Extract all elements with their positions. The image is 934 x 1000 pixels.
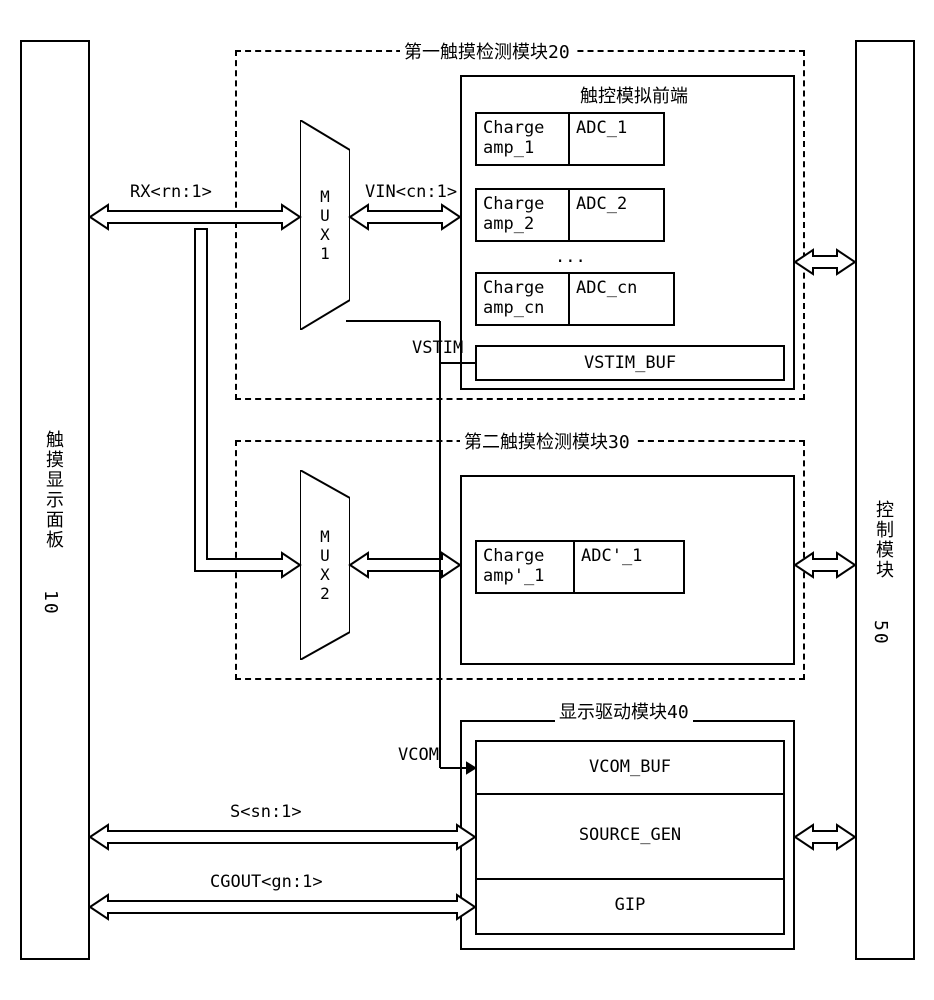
amp-cn: Charge amp_cn bbox=[475, 272, 570, 326]
source-gen-box: SOURCE_GEN bbox=[475, 795, 785, 880]
adc-prime-1: ADC'_1 bbox=[575, 540, 685, 594]
s-label: S<sn:1> bbox=[230, 802, 302, 822]
mux1: MUX1 bbox=[300, 120, 350, 330]
arrow-m2-ctrl bbox=[795, 553, 855, 577]
arrow-s bbox=[90, 825, 475, 849]
gip-box: GIP bbox=[475, 880, 785, 935]
panel-num: 10 bbox=[40, 590, 61, 616]
module1-title: 第一触摸检测模块20 bbox=[400, 38, 574, 64]
vin-label: VIN<cn:1> bbox=[365, 182, 457, 202]
amp-prime-1: Charge amp'_1 bbox=[475, 540, 575, 594]
arrow-vin bbox=[350, 205, 460, 229]
arrow-mux2-inner bbox=[350, 553, 460, 577]
module3-title: 显示驱动模块40 bbox=[555, 698, 693, 724]
amp-2: Charge amp_2 bbox=[475, 188, 570, 242]
module2-row: Charge amp'_1 ADC'_1 bbox=[475, 540, 685, 594]
panel-title: 触摸显示面板 bbox=[40, 430, 66, 550]
module2-title: 第二触摸检测模块30 bbox=[460, 428, 634, 454]
adc-2: ADC_2 bbox=[570, 188, 665, 242]
afe-row-1: Charge amp_1 ADC_1 bbox=[475, 112, 665, 166]
vcom-label: VCOM bbox=[398, 745, 439, 765]
arrow-afe-ctrl bbox=[795, 250, 855, 274]
mux1-label: MUX1 bbox=[316, 187, 335, 263]
control-num: 50 bbox=[870, 620, 891, 646]
adc-1: ADC_1 bbox=[570, 112, 665, 166]
arrow-cgout bbox=[90, 895, 475, 919]
amp-1: Charge amp_1 bbox=[475, 112, 570, 166]
adc-cn: ADC_cn bbox=[570, 272, 675, 326]
arrow-rx bbox=[90, 205, 300, 229]
afe-title: 触控模拟前端 bbox=[580, 82, 688, 108]
cgout-label: CGOUT<gn:1> bbox=[210, 872, 323, 892]
arrow-m3-ctrl bbox=[795, 825, 855, 849]
afe-row-cn: Charge amp_cn ADC_cn bbox=[475, 272, 675, 326]
afe-ellipsis: ... bbox=[555, 247, 586, 267]
mux2: MUX2 bbox=[300, 470, 350, 660]
afe-row-2: Charge amp_2 ADC_2 bbox=[475, 188, 665, 242]
rx-label: RX<rn:1> bbox=[130, 182, 212, 202]
control-title: 控制模块 bbox=[870, 500, 896, 580]
vstim-buf-box: VSTIM_BUF bbox=[475, 345, 785, 381]
mux2-label: MUX2 bbox=[316, 527, 335, 603]
vcom-buf-box: VCOM_BUF bbox=[475, 740, 785, 795]
vstim-label: VSTIM bbox=[412, 338, 463, 358]
